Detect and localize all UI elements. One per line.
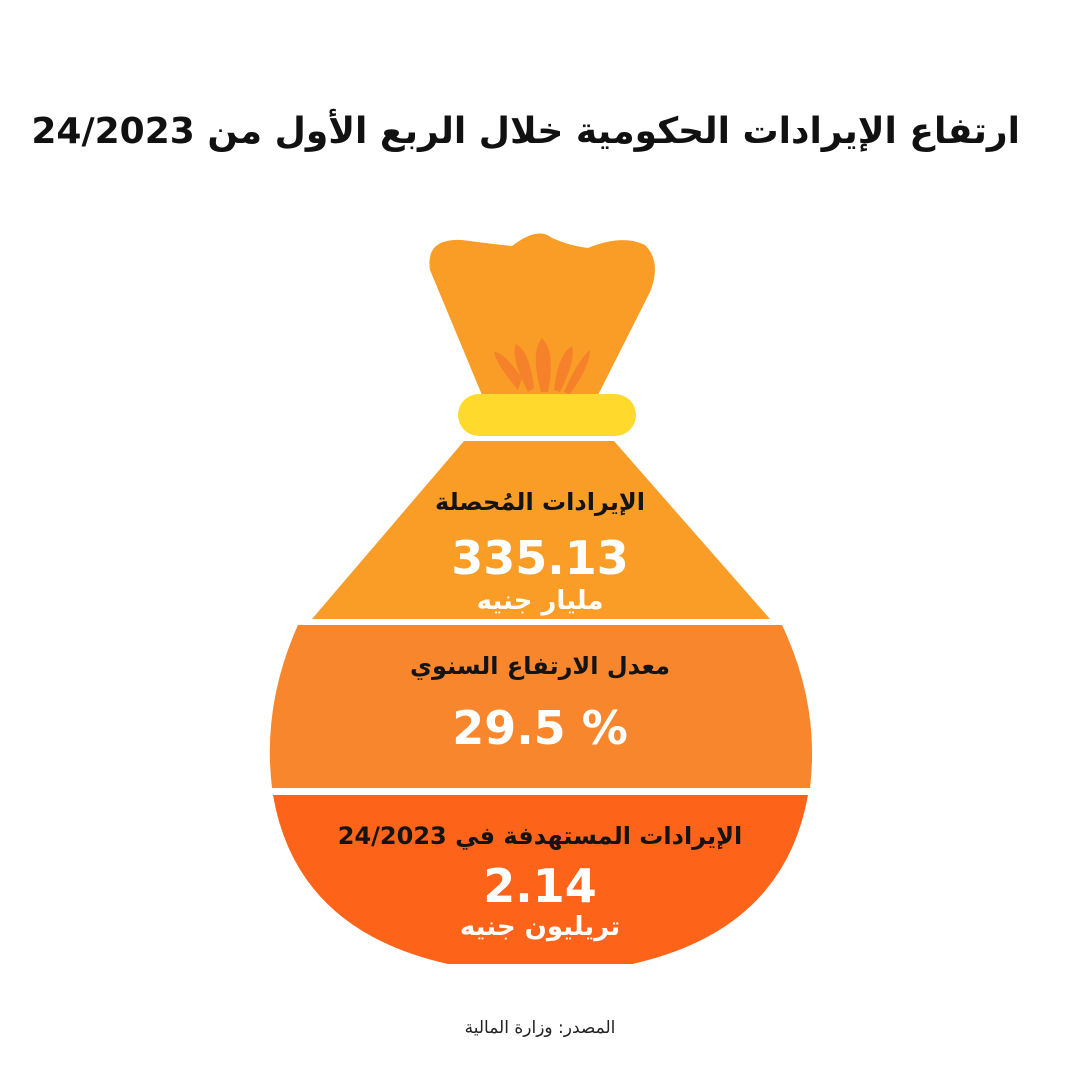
knot-leaf-center xyxy=(535,338,551,392)
collected-revenue-label: الإيرادات المُحصلة xyxy=(435,488,645,516)
target-revenue-label: الإيرادات المستهدفة في 24/2023 xyxy=(337,822,743,850)
knot-leaf-right xyxy=(564,350,590,394)
bag-neck xyxy=(429,233,655,395)
knot-leaf-mid-left xyxy=(514,344,534,392)
bag-tie-band xyxy=(458,394,636,436)
source-note: المصدر: وزارة المالية xyxy=(464,1018,616,1038)
target-revenue-value: 2.14 xyxy=(483,859,597,913)
collected-revenue-unit: مليار جنيه xyxy=(476,586,604,616)
knot-leaf-left xyxy=(494,352,522,390)
annual-growth-label: معدل الارتفاع السنوي xyxy=(410,652,670,680)
bag-section-3 xyxy=(273,795,808,964)
bag-section-2 xyxy=(269,625,813,788)
target-revenue-unit: تريليون جنيه xyxy=(459,912,621,942)
knot-leaf-mid-right xyxy=(554,346,573,392)
infographic-title: ارتفاع الإيرادات الحكومية خلال الربع الأ… xyxy=(31,111,1020,152)
annual-growth-value: % 29.5 xyxy=(452,701,628,755)
collected-revenue-value: 335.13 xyxy=(451,531,629,585)
bag-section-1 xyxy=(312,441,770,619)
